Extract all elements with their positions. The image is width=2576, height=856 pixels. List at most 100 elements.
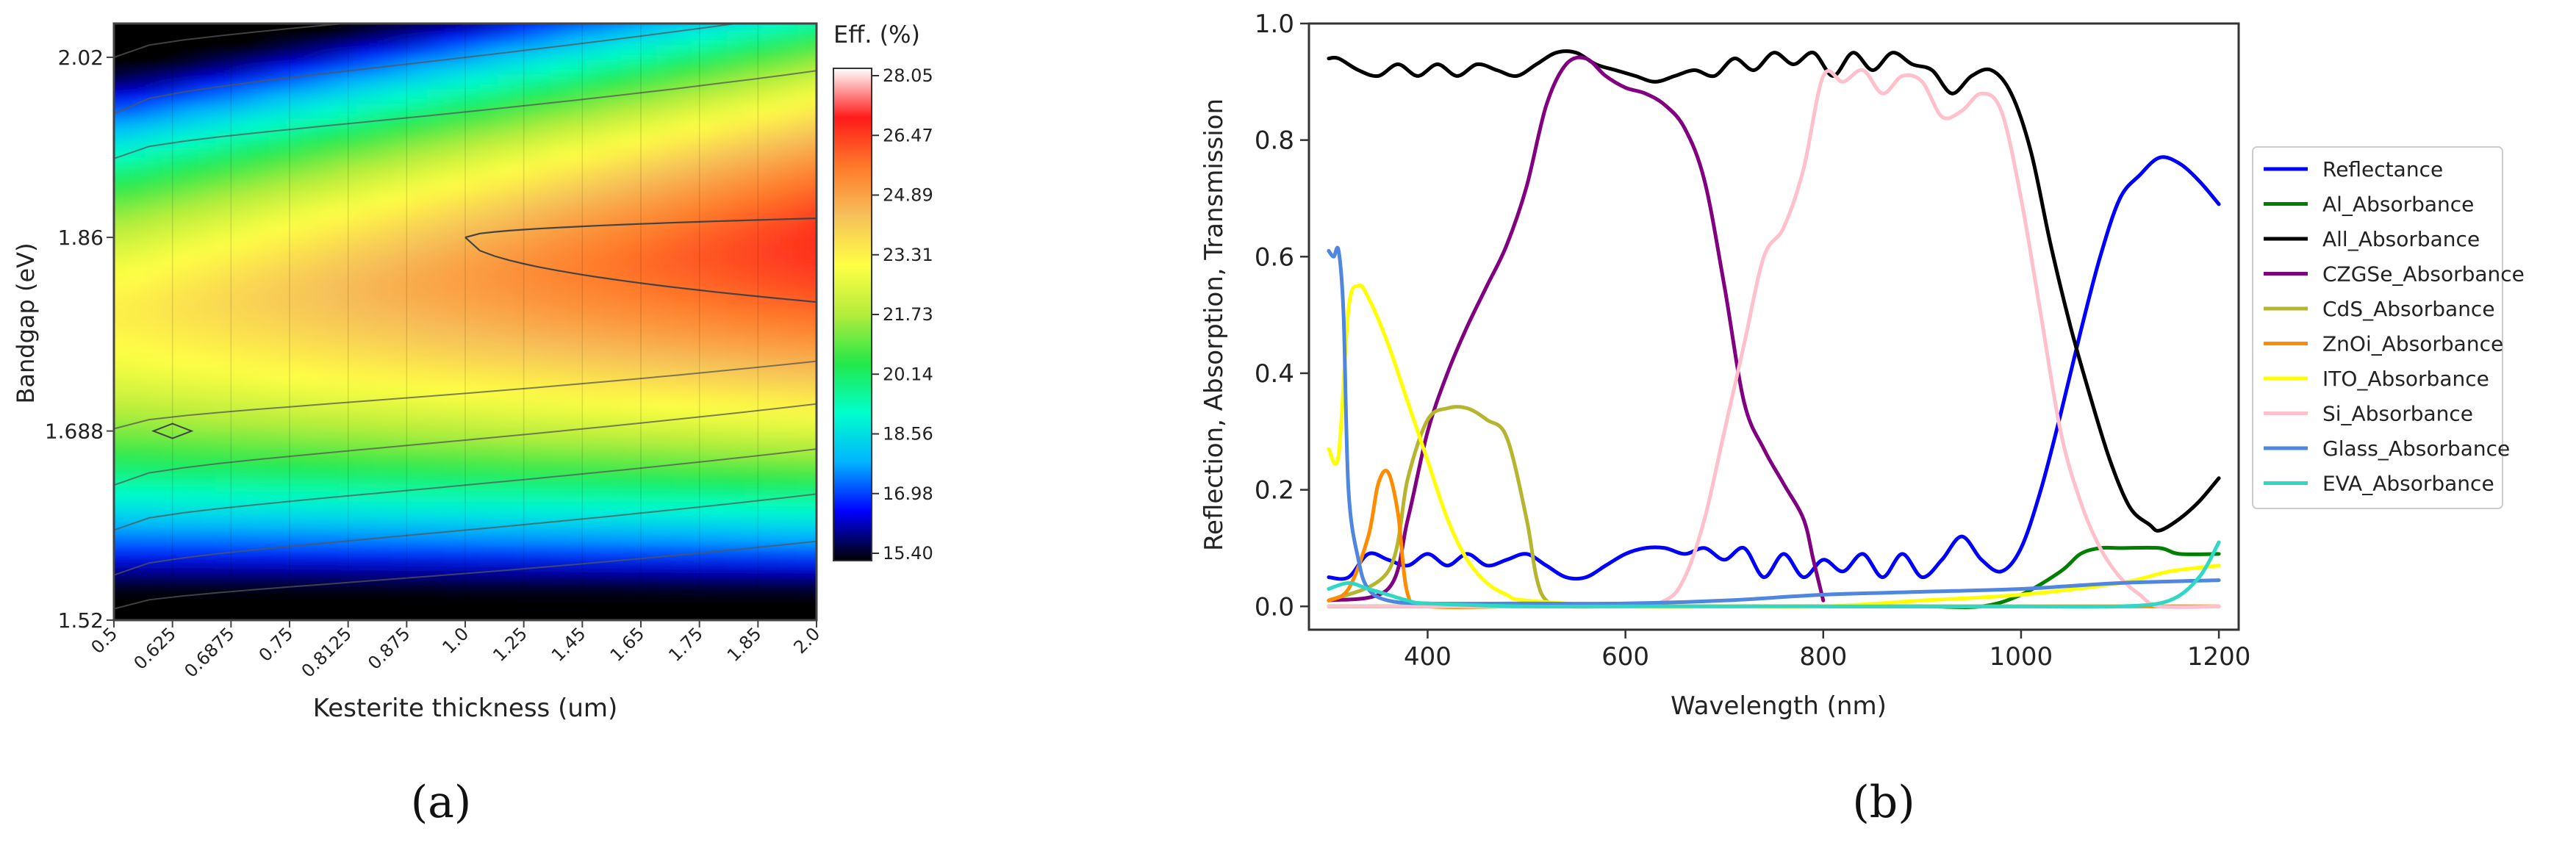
heat-cell [427,31,445,46]
heat-cell [409,530,428,546]
heat-cell [568,369,586,384]
heat-cell [374,1,392,17]
heat-cell [445,251,463,267]
heat-cell [127,266,146,281]
heat-cell [480,604,498,619]
heat-cell [780,428,798,443]
heat-cell [145,281,163,296]
heat-cell [198,575,216,590]
heat-cell [356,457,375,472]
heat-cell [92,457,110,472]
heat-cell [515,516,534,531]
heat-cell [568,413,586,428]
heat-cell [409,237,428,252]
heat-cell [92,589,110,605]
heat-cell [321,413,340,428]
heat-cell [145,575,163,590]
heat-cell [815,60,817,76]
heat-cell [392,486,410,502]
heat-cell [762,457,781,472]
heat-cell [92,325,110,340]
heat-cell [409,398,428,414]
heat-cell [568,163,586,179]
heatmap-x-tick-label: 1.25 [489,623,531,666]
heat-cell [251,193,269,208]
heat-cell [145,222,163,237]
heat-cell [727,354,745,370]
heat-cell [180,134,198,149]
heat-cell [392,90,410,105]
heat-cell [709,24,728,32]
heat-cell [114,46,128,61]
heat-cell [180,384,198,399]
heat-cell [233,325,251,340]
heat-cell [392,369,410,384]
heat-cell [780,222,798,237]
heat-cell [639,163,657,179]
heat-cell [286,163,304,179]
heat-cell [114,501,128,517]
heat-cell [480,295,498,311]
heat-cell [127,369,146,384]
heat-cell [780,46,798,61]
heat-cell [621,1,639,17]
heat-cell [286,1,304,17]
heat-cell [568,207,586,223]
heat-cell [127,251,146,267]
heat-cell [603,266,622,281]
heat-cell [321,163,340,179]
heat-cell [674,295,692,311]
heat-cell [92,31,110,46]
heat-cell [674,530,692,546]
heat-cell [251,251,269,267]
heat-cell [727,119,745,134]
heat-cell [233,560,251,575]
heat-cell [162,325,181,340]
heat-cell [533,178,551,193]
heat-cell [780,589,798,605]
heat-cell [198,384,216,399]
heat-cell [304,339,322,355]
heat-cell [480,237,498,252]
heat-cell [797,516,816,531]
heat-cell [639,24,657,32]
heat-cell [639,237,657,252]
heat-cell [515,310,534,326]
heat-cell [215,428,234,443]
heat-cell [480,266,498,281]
heat-cell [603,604,622,619]
heat-cell [268,266,287,281]
heat-cell [304,1,322,17]
heat-cell [427,222,445,237]
heat-cell [656,354,675,370]
heat-cell [127,486,146,502]
heat-cell [392,148,410,164]
heat-cell [762,266,781,281]
heat-cell [780,560,798,575]
heat-cell [286,178,304,193]
heat-cell [339,486,357,502]
heat-cell [533,575,551,590]
heat-cell [727,516,745,531]
heat-cell [304,369,322,384]
heat-cell [92,472,110,487]
heat-cell [462,295,481,311]
heat-cell [480,545,498,561]
heat-cell [815,486,817,502]
heat-cell [586,237,604,252]
heat-cell [114,237,128,252]
heat-cell [515,545,534,561]
heat-cell [797,119,816,134]
heat-cell [462,560,481,575]
heat-cell [409,193,428,208]
heat-cell [233,589,251,605]
heat-cell [621,369,639,384]
heat-cell [339,178,357,193]
heat-cell [815,545,817,561]
heat-cell [321,178,340,193]
heat-cell [92,516,110,531]
heat-cell [356,472,375,487]
heat-cell [445,1,463,17]
heat-cell [692,457,710,472]
heat-cell [162,266,181,281]
